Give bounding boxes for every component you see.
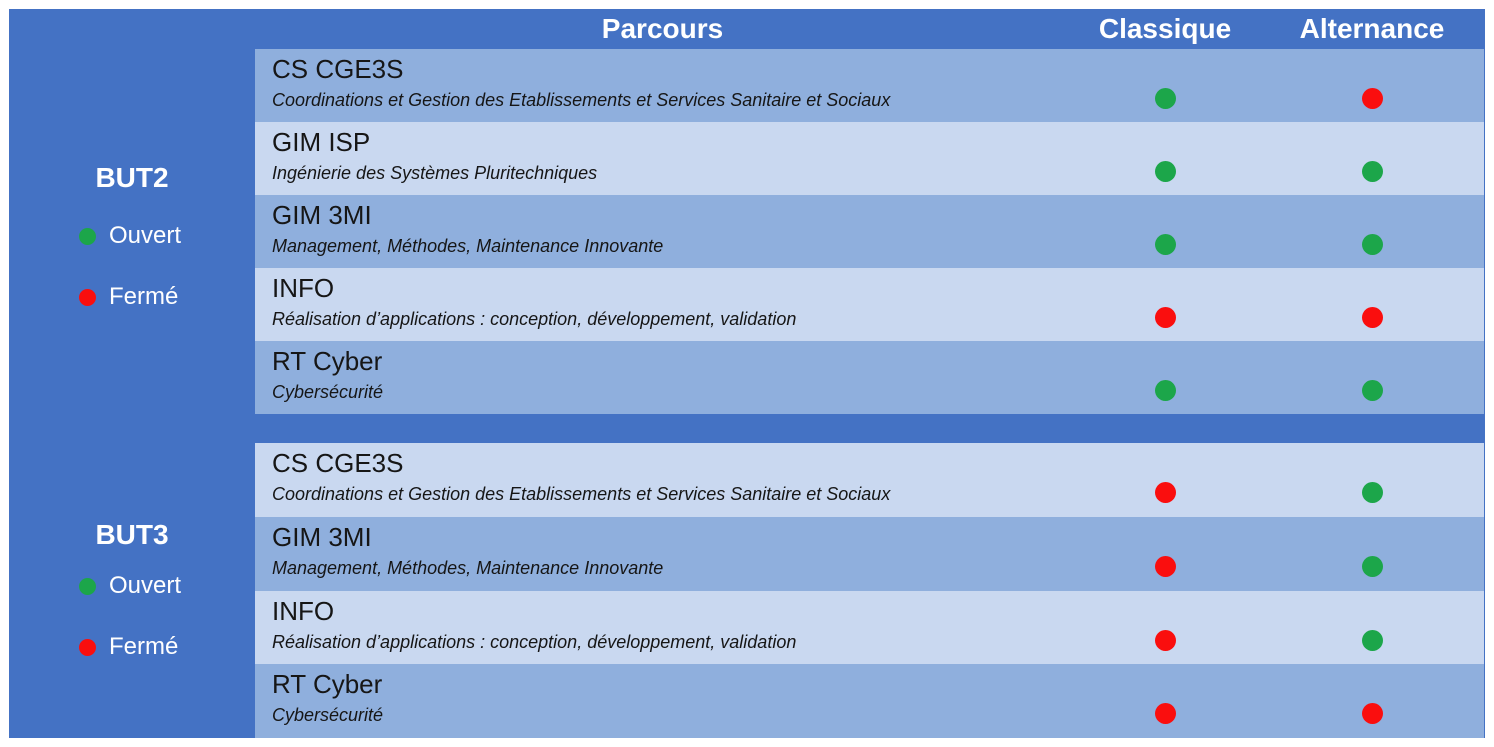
status-dot-classique [1154,307,1176,328]
parcours-cell: GIM 3MI Management, Méthodes, Maintenanc… [255,195,1070,268]
table-row: CS CGE3S Coordinations et Gestion des Et… [255,443,1484,517]
status-dot-alternance [1361,380,1383,401]
classique-cell [1070,49,1260,122]
parcours-description: Coordinations et Gestion des Etablisseme… [272,484,891,504]
alternance-cell [1260,591,1484,665]
legend-closed-dot [79,638,96,656]
alternance-cell [1260,443,1484,517]
parcours-cell: INFO Réalisation d’applications : concep… [255,591,1070,665]
section-but3-rows: CS CGE3S Coordinations et Gestion des Et… [255,443,1484,738]
legend-closed-label: Fermé [109,633,179,660]
column-header-parcours: Parcours [601,13,724,44]
parcours-code: INFO [272,595,335,626]
classique-cell [1070,341,1260,414]
parcours-code: CS CGE3S [272,448,404,478]
table-row: RT Cyber Cybersécurité [255,664,1484,738]
table-row: CS CGE3S Coordinations et Gestion des Et… [255,49,1484,122]
parcours-description: Réalisation d’applications : conception,… [272,309,797,329]
status-dot-classique [1154,380,1176,401]
parcours-cell: RT Cyber Cybersécurité [255,664,1070,738]
alternance-cell [1260,268,1484,341]
status-dot-alternance [1361,482,1383,503]
status-dot-alternance [1361,555,1383,577]
alternance-cell [1260,49,1484,122]
alternance-cell [1260,122,1484,195]
parcours-description: Management, Méthodes, Maintenance Innova… [272,236,664,256]
legend-item-open-but3: Ouvert [79,571,181,601]
status-table-panel: Parcours Classique Alternance BUT2 Ouver… [9,9,1485,738]
parcours-code: RT Cyber [272,669,383,700]
alternance-cell [1260,341,1484,414]
classique-cell [1070,268,1260,341]
classique-cell [1070,664,1260,738]
parcours-cell: CS CGE3S Coordinations et Gestion des Et… [255,49,1070,122]
status-dot-classique [1154,234,1176,255]
level-label-but3: BUT3 [95,519,169,550]
parcours-description: Cybersécurité [272,705,384,726]
classique-cell [1070,443,1260,517]
parcours-code: CS CGE3S [272,54,404,84]
table-header-row: Parcours Classique Alternance [255,9,1484,49]
parcours-code: RT Cyber [272,346,383,376]
parcours-description: Cybersécurité [272,382,384,402]
parcours-cell: GIM 3MI Management, Méthodes, Maintenanc… [255,517,1070,591]
status-dot-alternance [1361,161,1383,182]
parcours-code: GIM ISP [272,127,371,157]
table-row: INFO Réalisation d’applications : concep… [255,268,1484,341]
level-label-but2: BUT2 [95,162,169,193]
legend-closed-label: Fermé [109,283,179,310]
alternance-cell [1260,517,1484,591]
status-dot-classique [1154,703,1176,725]
legend-open-dot [79,577,96,595]
parcours-code: INFO [272,273,335,303]
column-header-classique: Classique [1098,13,1232,44]
alternance-cell [1260,664,1484,738]
status-dot-classique [1154,482,1176,503]
table-row: RT Cyber Cybersécurité [255,341,1484,414]
legend-closed-dot [79,288,96,306]
status-dot-classique [1154,555,1176,577]
parcours-cell: GIM ISP Ingénierie des Systèmes Pluritec… [255,122,1070,195]
legend-open-label: Ouvert [109,572,182,599]
parcours-code: GIM 3MI [272,521,372,552]
status-dot-alternance [1361,234,1383,255]
classique-cell [1070,517,1260,591]
legend-item-open-but2: Ouvert [79,221,181,251]
table-row: GIM 3MI Management, Méthodes, Maintenanc… [255,195,1484,268]
alternance-cell [1260,195,1484,268]
parcours-cell: INFO Réalisation d’applications : concep… [255,268,1070,341]
legend-item-closed-but3: Fermé [79,632,178,662]
table-row: GIM ISP Ingénierie des Systèmes Pluritec… [255,122,1484,195]
parcours-description: Ingénierie des Systèmes Pluritechniques [272,163,598,183]
parcours-description: Management, Méthodes, Maintenance Innova… [272,557,664,578]
status-dot-classique [1154,161,1176,182]
legend-open-label: Ouvert [109,222,182,249]
status-dot-alternance [1361,629,1383,651]
status-dot-alternance [1361,307,1383,328]
column-header-alternance: Alternance [1299,13,1445,44]
legend-item-closed-but2: Fermé [79,282,178,312]
legend-open-dot [79,227,96,245]
status-dot-classique [1154,629,1176,651]
section-but2-rows: CS CGE3S Coordinations et Gestion des Et… [255,49,1484,414]
status-dot-alternance [1361,703,1383,725]
classique-cell [1070,122,1260,195]
parcours-description: Coordinations et Gestion des Etablisseme… [272,90,891,110]
classique-cell [1070,195,1260,268]
table-row: GIM 3MI Management, Méthodes, Maintenanc… [255,516,1484,591]
status-dot-alternance [1361,88,1383,109]
parcours-description: Réalisation d’applications : conception,… [272,631,797,652]
classique-cell [1070,591,1260,665]
table-row: INFO Réalisation d’applications : concep… [255,590,1484,665]
parcours-code: GIM 3MI [272,200,372,230]
parcours-cell: CS CGE3S Coordinations et Gestion des Et… [255,443,1070,517]
status-dot-classique [1154,88,1176,109]
parcours-cell: RT Cyber Cybersécurité [255,341,1070,414]
